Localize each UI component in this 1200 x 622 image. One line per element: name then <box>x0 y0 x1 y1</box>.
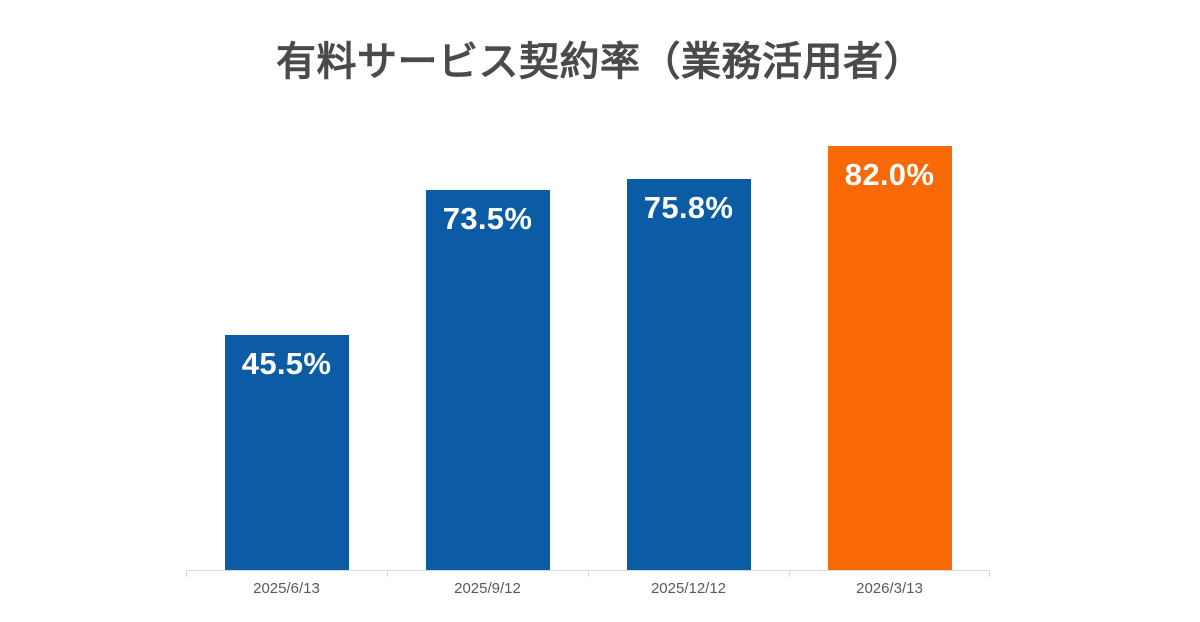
bar-value-label: 45.5% <box>241 346 332 381</box>
bar-slot-3: 75.8% <box>588 100 789 570</box>
x-axis-tick <box>989 570 990 577</box>
bar-2026-3-13[interactable]: 82.0% <box>827 146 952 570</box>
bar-slot-4: 82.0% <box>789 100 990 570</box>
bar-value-label: 75.8% <box>643 189 734 225</box>
x-axis-tick <box>789 570 790 577</box>
bar-value-label: 82.0% <box>844 157 935 193</box>
x-tick-label-3: 2025/12/12 <box>650 580 727 597</box>
x-axis-tick <box>588 570 589 577</box>
bar-2025-6-13[interactable]: 45.5% <box>224 335 349 570</box>
chart-title: 有料サービス契約率（業務活用者） <box>276 40 924 84</box>
x-axis-labels: 2025/6/13 2025/9/12 2025/12/12 2026/3/13 <box>186 580 990 597</box>
bar-value-label: 73.5% <box>442 201 533 237</box>
x-axis-tick <box>387 570 388 577</box>
x-tick-label-1: 2025/6/13 <box>253 580 320 597</box>
bar-slot-2: 73.5% <box>387 100 588 570</box>
bars-layer: 45.5% 73.5% 75.8% 82.0% <box>186 100 990 570</box>
bar-2025-9-12[interactable]: 73.5% <box>425 190 550 570</box>
bar-2025-12-12[interactable]: 75.8% <box>626 178 751 570</box>
plot-area: 45.5% 73.5% 75.8% 82.0% <box>186 100 990 570</box>
x-tick-label-2: 2025/9/12 <box>454 580 521 597</box>
x-axis-tick <box>186 570 187 577</box>
x-tick-label-4: 2026/3/13 <box>856 580 923 597</box>
bar-slot-1: 45.5% <box>186 100 387 570</box>
